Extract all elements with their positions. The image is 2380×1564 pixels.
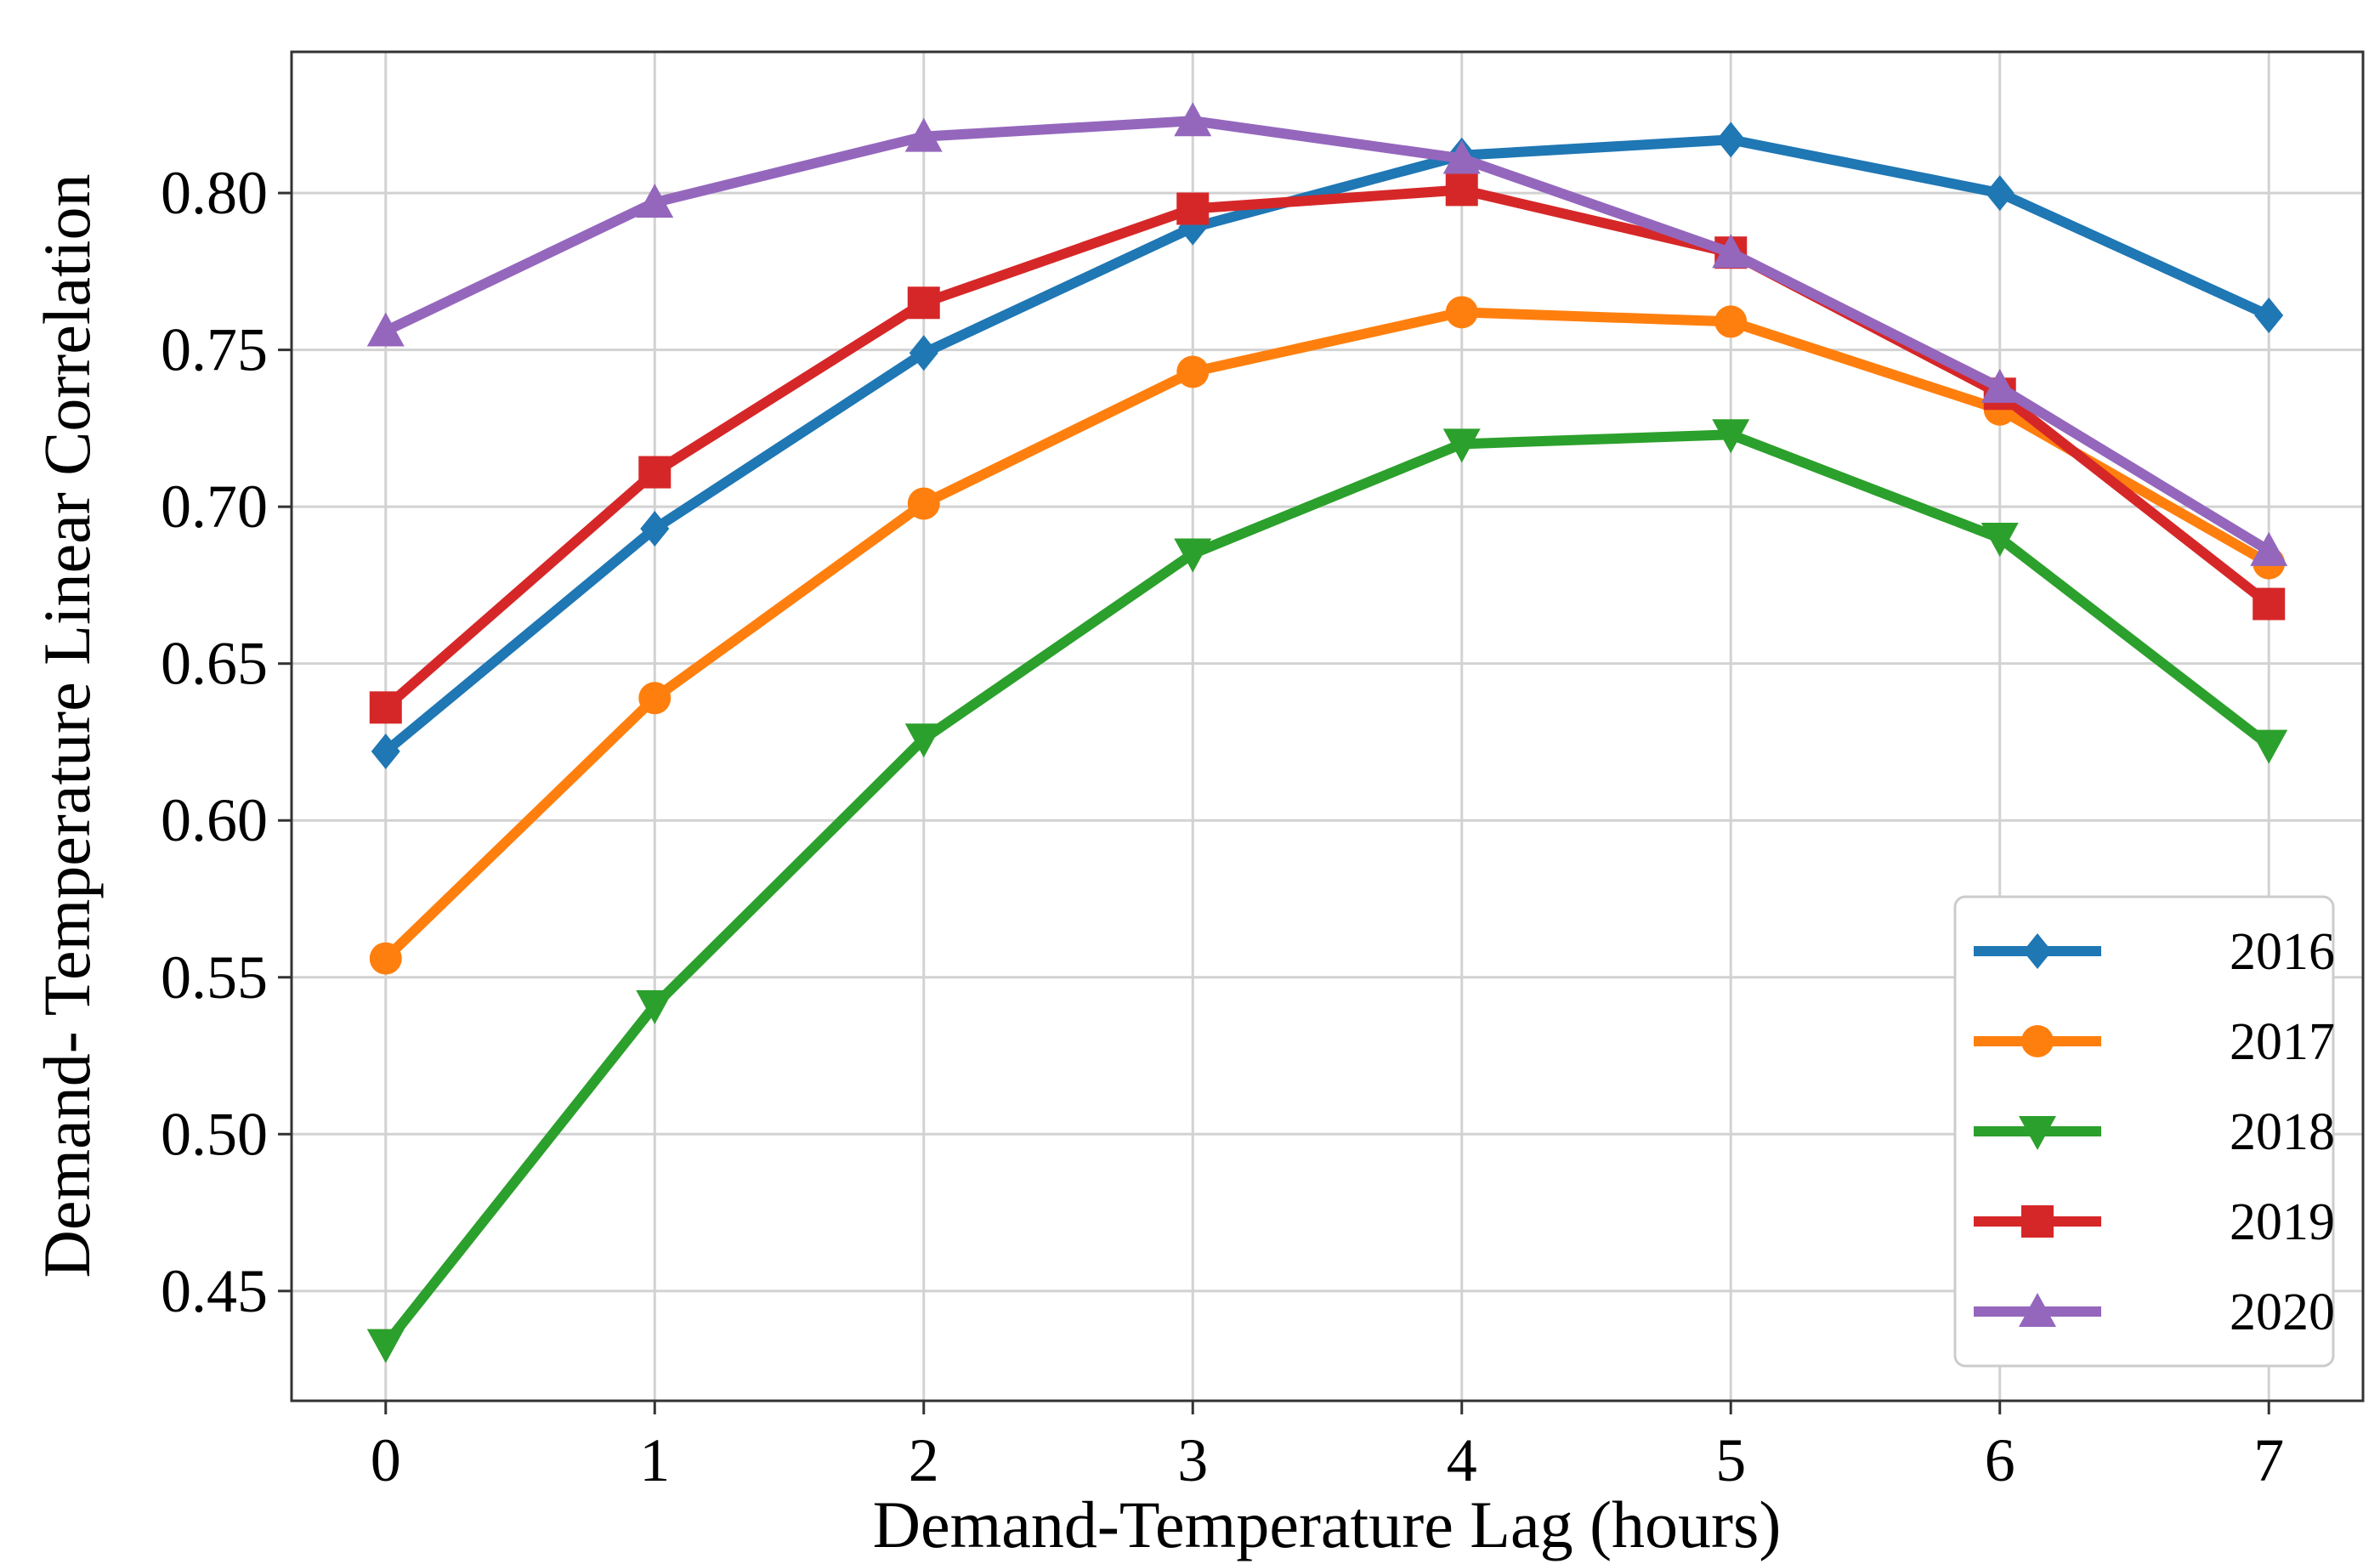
data-point-2018: [636, 989, 674, 1024]
data-point-2017: [1176, 355, 1210, 388]
x-tick-label: 3: [1177, 1426, 1208, 1494]
data-point-2018: [366, 1329, 405, 1363]
x-tick-label: 2: [909, 1426, 939, 1494]
data-point-2020: [1174, 102, 1212, 137]
series-line-2020: [380, 116, 2275, 556]
data-point-2018: [1442, 428, 1481, 463]
legend-item-2019: 2019: [1974, 1193, 2335, 1251]
x-tick-label: 5: [1715, 1426, 1746, 1494]
data-point-2016: [1716, 122, 1746, 158]
data-point-2020: [1442, 139, 1481, 174]
data-point-2018: [1174, 538, 1212, 573]
series-line-2017: [380, 307, 2275, 964]
legend: 2016 2017 2018 2019 2020: [1953, 895, 2335, 1368]
y-tick-label: 0.70: [161, 473, 268, 541]
legend-label: 2019: [2230, 1193, 2335, 1251]
x-axis-label: Demand-Temperature Lag (hours): [873, 1488, 1782, 1561]
axis-ticks: 0 1 2 3 4 5 6 7 0.45 0.50 0.55 0.60 0.65 0.70 0.75 0.80: [161, 159, 2284, 1494]
y-tick-label: 0.60: [161, 786, 268, 854]
data-point-2019: [369, 691, 402, 724]
data-point-2020: [1980, 368, 2019, 403]
x-tick-label: 7: [2253, 1426, 2284, 1494]
y-tick-label: 0.50: [161, 1100, 268, 1168]
x-tick-label: 4: [1447, 1426, 1477, 1494]
data-point-2020: [904, 117, 943, 152]
legend-label: 2016: [2230, 923, 2335, 981]
legend-item-2018: 2018: [1974, 1103, 2335, 1161]
data-point-2020: [2250, 531, 2288, 566]
series-2020: [366, 102, 2288, 566]
y-tick-label: 0.55: [161, 944, 268, 1012]
data-point-2016: [1985, 175, 2014, 212]
y-axis-label: Demand- Temperature Linear Correlation: [30, 173, 104, 1278]
data-point-2020: [636, 184, 674, 218]
data-point-2019: [907, 286, 940, 320]
data-point-2019: [2252, 587, 2286, 620]
data-point-2017: [1445, 296, 1478, 329]
legend-box: [1953, 895, 2335, 1368]
data-point-2020: [1712, 234, 1750, 269]
data-point-2016: [640, 510, 670, 547]
legend-label: 2017: [2230, 1013, 2335, 1071]
legend-marker: [2021, 1025, 2054, 1057]
legend-item-2016: 2016: [1974, 923, 2335, 981]
legend-marker: [2023, 933, 2052, 969]
legend-item-2020: 2020: [1974, 1284, 2335, 1341]
data-point-2016: [2254, 298, 2284, 334]
y-tick-label: 0.75: [161, 316, 268, 384]
legend-item-2017: 2017: [1974, 1013, 2335, 1071]
plot-frame: [290, 50, 2365, 1402]
data-point-2017: [1714, 305, 1748, 338]
x-tick-label: 6: [1985, 1426, 2015, 1494]
data-point-2020: [366, 312, 405, 347]
series-2018: [366, 419, 2288, 1363]
legend-marker: [2021, 1205, 2054, 1238]
data-point-2018: [904, 723, 943, 758]
series-lines: [366, 102, 2288, 1363]
legend-label: 2020: [2230, 1284, 2335, 1341]
x-tick-label: 0: [371, 1426, 401, 1494]
y-tick-label: 0.45: [161, 1257, 268, 1325]
y-tick-label: 0.65: [161, 630, 268, 698]
data-point-2018: [2250, 729, 2288, 764]
x-tick-label: 1: [639, 1426, 670, 1494]
data-point-2016: [909, 335, 938, 371]
data-point-2017: [369, 942, 402, 975]
series-line-2018: [380, 429, 2275, 1350]
data-point-2016: [371, 734, 400, 770]
data-point-2017: [907, 487, 940, 520]
legend-label: 2018: [2230, 1103, 2335, 1161]
data-point-2017: [638, 682, 672, 715]
data-point-2019: [1176, 192, 1210, 225]
data-point-2019: [638, 456, 672, 489]
series-line-2016: [380, 134, 2275, 757]
legend-marker: [2019, 1293, 2056, 1327]
y-tick-label: 0.80: [161, 159, 268, 227]
legend-marker: [2019, 1116, 2056, 1150]
data-point-2018: [1712, 419, 1750, 454]
data-point-2018: [1980, 523, 2019, 558]
data-point-2019: [1445, 173, 1478, 207]
